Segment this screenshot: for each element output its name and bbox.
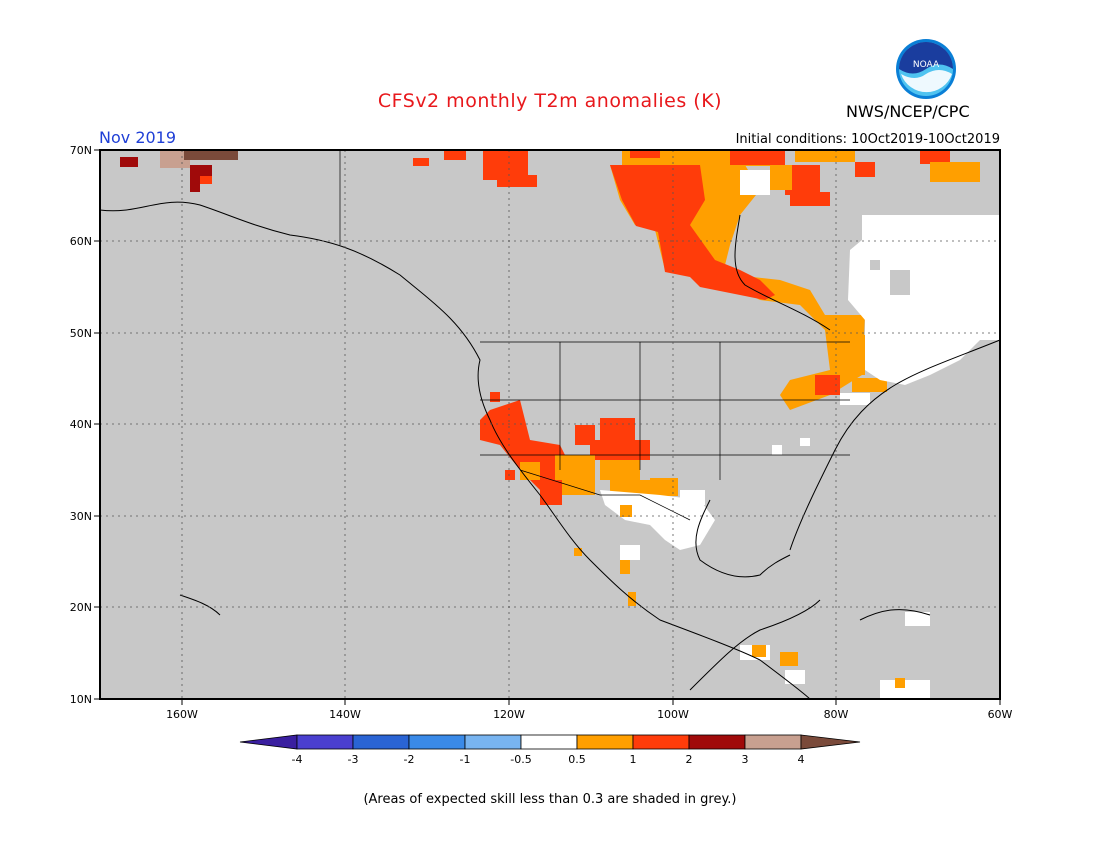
skill-footnote: (Areas of expected skill less than 0.3 a… <box>363 792 737 807</box>
colorbar-label: 3 <box>742 753 749 766</box>
lon-labels: 160W 140W 120W 100W 80W 60W <box>166 708 1012 721</box>
borders <box>339 150 850 521</box>
colorbar-segment <box>576 734 634 750</box>
colorbar-segment <box>408 734 466 750</box>
tick-marks <box>94 149 1001 705</box>
colorbar: -4 -3 -2 -1 -0.5 0.5 1 2 3 4 <box>239 734 861 766</box>
lat-tick-label: 10N <box>70 693 92 706</box>
agency-label: NWS/NCEP/CPC <box>846 102 970 121</box>
colorbar-label: -4 <box>292 753 303 766</box>
colorbar-segment <box>800 734 861 750</box>
colorbar-label: 2 <box>686 753 693 766</box>
graticule <box>100 150 1000 699</box>
lat-tick-label: 30N <box>70 510 92 523</box>
colorbar-segment <box>632 734 690 750</box>
colorbar-segment <box>688 734 746 750</box>
colorbar-segment <box>464 734 522 750</box>
colorbar-segment <box>239 734 298 750</box>
anomaly-shading <box>120 150 1000 699</box>
map-background <box>100 150 1000 699</box>
colorbar-segment <box>520 734 578 750</box>
lon-tick-label: 120W <box>493 708 525 721</box>
colorbar-label: 0.5 <box>568 753 586 766</box>
lon-tick-label: 140W <box>329 708 361 721</box>
lon-tick-label: 80W <box>824 708 849 721</box>
lat-tick-label: 50N <box>70 327 92 340</box>
map-title: CFSv2 monthly T2m anomalies (K) <box>377 90 723 112</box>
colorbar-label: 4 <box>798 753 805 766</box>
colorbar-segment <box>296 734 354 750</box>
colorbar-label: -0.5 <box>510 753 531 766</box>
noaa-logo-icon: NOAA <box>896 39 956 99</box>
colorbar-label: -1 <box>460 753 471 766</box>
colorbar-label: 1 <box>630 753 637 766</box>
valid-month-label: Nov 2019 <box>99 128 177 147</box>
colorbar-label: -3 <box>348 753 359 766</box>
colorbar-segment <box>352 734 410 750</box>
lon-tick-label: 160W <box>166 708 198 721</box>
lat-tick-label: 70N <box>70 144 92 157</box>
lon-tick-label: 60W <box>988 708 1013 721</box>
lat-tick-label: 20N <box>70 601 92 614</box>
lat-labels: 70N 60N 50N 40N 30N 20N 10N <box>70 144 92 706</box>
coastlines <box>99 201 1001 700</box>
initial-conditions-label: Initial conditions: 10Oct2019-10Oct2019 <box>735 132 1000 147</box>
lon-tick-label: 100W <box>657 708 689 721</box>
svg-text:NOAA: NOAA <box>913 60 940 70</box>
colorbar-segment <box>744 734 802 750</box>
colorbar-label: -2 <box>404 753 415 766</box>
lat-tick-label: 40N <box>70 418 92 431</box>
lat-tick-label: 60N <box>70 235 92 248</box>
